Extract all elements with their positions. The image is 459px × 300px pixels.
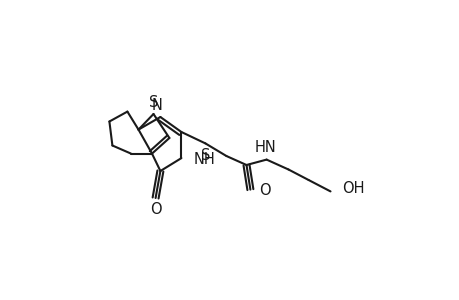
Text: O: O: [150, 202, 161, 217]
Text: N: N: [151, 98, 162, 113]
Text: OH: OH: [341, 181, 364, 196]
Text: S: S: [149, 95, 158, 110]
Text: O: O: [259, 183, 270, 198]
Text: S: S: [200, 148, 210, 163]
Text: HN: HN: [255, 140, 276, 155]
Text: NH: NH: [194, 152, 215, 167]
